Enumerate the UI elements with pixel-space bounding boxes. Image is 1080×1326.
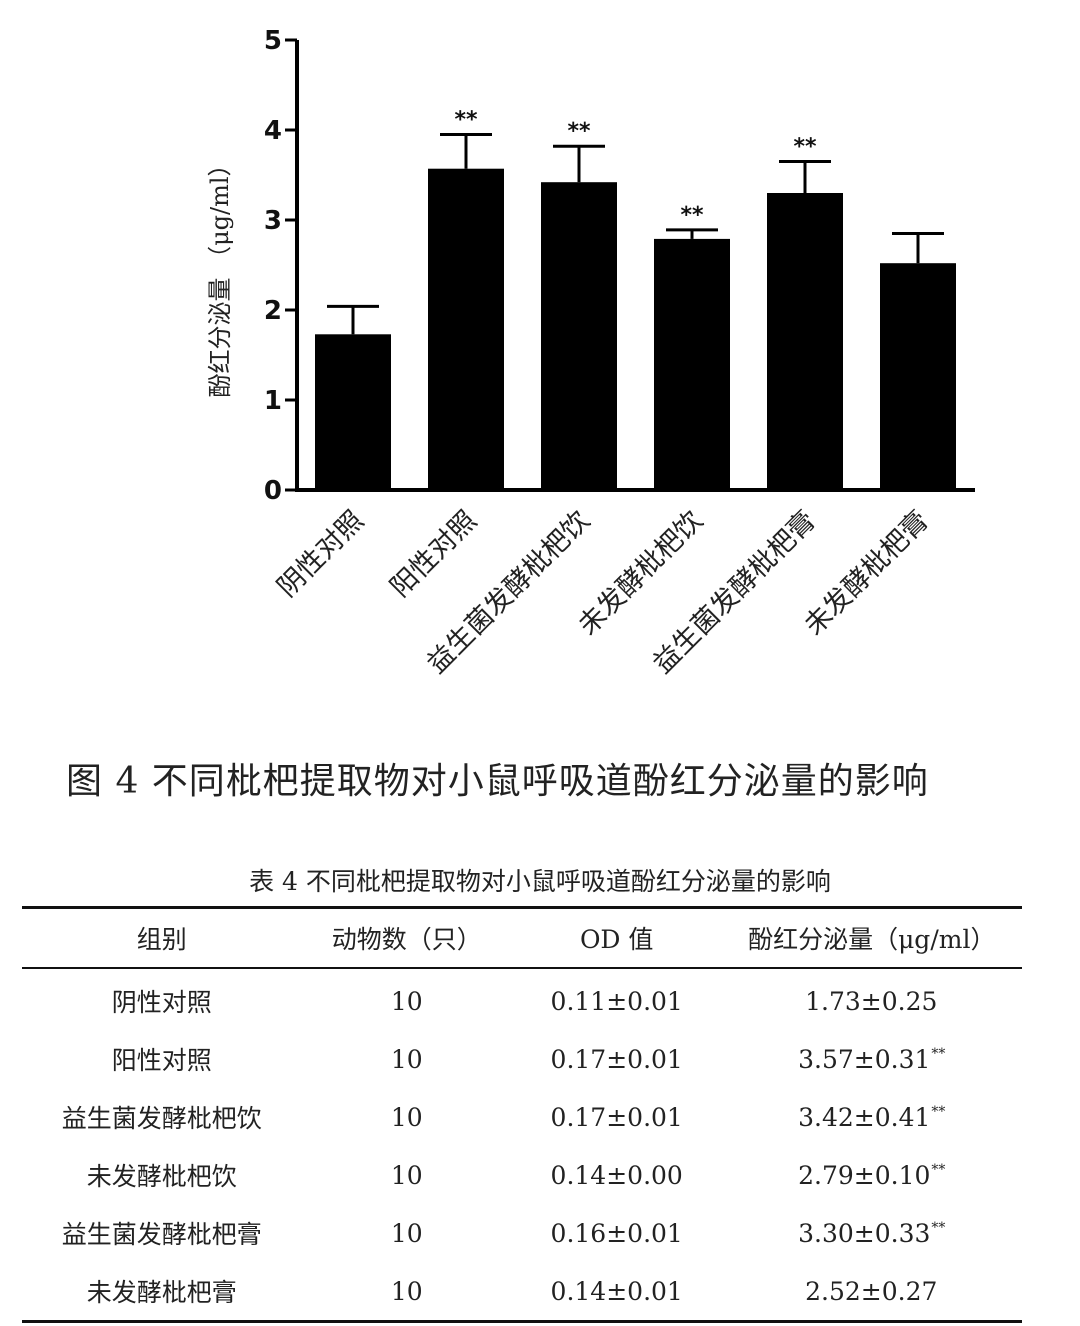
cell-group: 益生菌发酵枇杷饮 xyxy=(22,1088,302,1146)
cell-secretion: 3.30±0.33** xyxy=(722,1204,1022,1262)
cell-group-text: 未发酵枇杷饮 xyxy=(86,1162,237,1191)
cell-secretion-text: 3.30±0.33 xyxy=(798,1218,931,1248)
table-row: 益生菌发酵枇杷膏 10 0.16±0.01 3.30±0.33** xyxy=(22,1204,1022,1262)
y-tick-label: 0 xyxy=(264,476,282,506)
significance-label: ** xyxy=(567,119,591,144)
cell-secretion-text: 2.52±0.27 xyxy=(805,1276,938,1306)
cell-group-text: 阳性对照 xyxy=(111,1046,212,1075)
table-row: 阳性对照 10 0.17±0.01 3.57±0.31** xyxy=(22,1030,1022,1088)
cell-od-text: 0.17±0.01 xyxy=(550,1102,683,1132)
cell-count-text: 10 xyxy=(390,1218,423,1248)
cell-count: 10 xyxy=(302,968,512,1030)
figure-caption: 图 4 不同枇杷提取物对小鼠呼吸道酚红分泌量的影响 xyxy=(66,761,929,802)
cell-count-text: 10 xyxy=(390,1160,423,1190)
cell-secretion-text: 1.73±0.25 xyxy=(805,986,938,1016)
cell-count: 10 xyxy=(302,1262,512,1322)
y-axis-label: 酚红分泌量 （μg/ml） xyxy=(206,152,234,397)
significance-mark: ** xyxy=(931,1220,946,1237)
cell-secretion-text: 3.57±0.31 xyxy=(798,1044,931,1074)
bar xyxy=(654,238,730,490)
significance-mark: ** xyxy=(931,1162,946,1179)
cell-od: 0.14±0.00 xyxy=(512,1146,722,1204)
cell-od: 0.16±0.01 xyxy=(512,1204,722,1262)
cell-secretion-text: 3.42±0.41 xyxy=(798,1102,931,1132)
y-tick-label: 4 xyxy=(264,116,282,146)
significance-mark: ** xyxy=(931,1046,946,1063)
cell-od-text: 0.17±0.01 xyxy=(550,1044,683,1074)
y-tick-label: 2 xyxy=(264,296,282,326)
cell-od: 0.11±0.01 xyxy=(512,968,722,1030)
header-od: OD 值 xyxy=(579,925,654,954)
data-table: 组别 动物数（只） OD 值 酚红分泌量（μg/ml） 阴性对照 10 0.11±0… xyxy=(22,906,1022,1323)
bar xyxy=(428,168,504,490)
cell-group: 未发酵枇杷膏 xyxy=(22,1262,302,1322)
table-row: 未发酵枇杷膏 10 0.14±0.01 2.52±0.27 xyxy=(22,1262,1022,1322)
bar xyxy=(767,193,843,490)
cell-od-text: 0.14±0.00 xyxy=(550,1160,683,1190)
header-group: 组别 xyxy=(136,925,187,954)
cell-secretion: 3.57±0.31** xyxy=(722,1030,1022,1088)
cell-count: 10 xyxy=(302,1204,512,1262)
bar xyxy=(880,263,956,490)
cell-count-text: 10 xyxy=(390,1102,423,1132)
y-tick-label: 1 xyxy=(264,386,282,416)
cell-secretion: 2.79±0.10** xyxy=(722,1146,1022,1204)
cell-group-text: 益生菌发酵枇杷膏 xyxy=(61,1220,262,1249)
cell-secretion: 3.42±0.41** xyxy=(722,1088,1022,1146)
cell-secretion: 1.73±0.25 xyxy=(722,968,1022,1030)
cell-group-text: 阴性对照 xyxy=(111,988,212,1017)
cell-group: 阴性对照 xyxy=(22,968,302,1030)
table-caption: 表 4 不同枇杷提取物对小鼠呼吸道酚红分泌量的影响 xyxy=(249,867,831,896)
table-header-row: 组别 动物数（只） OD 值 酚红分泌量（μg/ml） xyxy=(22,907,1022,968)
cell-count-text: 10 xyxy=(390,1276,423,1306)
table-row: 益生菌发酵枇杷饮 10 0.17±0.01 3.42±0.41** xyxy=(22,1088,1022,1146)
significance-label: ** xyxy=(680,203,704,228)
cell-count-text: 10 xyxy=(390,1044,423,1074)
cell-od: 0.17±0.01 xyxy=(512,1030,722,1088)
cell-od-text: 0.14±0.01 xyxy=(550,1276,683,1306)
y-tick-label: 3 xyxy=(264,206,282,236)
cell-group: 益生菌发酵枇杷膏 xyxy=(22,1204,302,1262)
cell-count-text: 10 xyxy=(390,986,423,1016)
significance-label: ** xyxy=(454,108,478,133)
cell-secretion: 2.52±0.27 xyxy=(722,1262,1022,1322)
chart-bars: ** ** ** ** xyxy=(315,108,956,490)
bar xyxy=(315,334,391,490)
cell-od-text: 0.11±0.01 xyxy=(550,986,683,1016)
table-row: 未发酵枇杷饮 10 0.14±0.00 2.79±0.10** xyxy=(22,1146,1022,1204)
header-secretion: 酚红分泌量（μg/ml） xyxy=(748,925,996,954)
bar xyxy=(541,182,617,490)
x-tick-label: 阳性对照 xyxy=(385,505,483,603)
x-tick-label: 阴性对照 xyxy=(272,505,370,603)
cell-count: 10 xyxy=(302,1088,512,1146)
cell-secretion-text: 2.79±0.10 xyxy=(798,1160,931,1190)
y-tick-label: 5 xyxy=(264,26,282,56)
cell-group: 阳性对照 xyxy=(22,1030,302,1088)
cell-group-text: 未发酵枇杷膏 xyxy=(86,1278,237,1307)
cell-count: 10 xyxy=(302,1030,512,1088)
cell-od: 0.14±0.01 xyxy=(512,1262,722,1322)
cell-od: 0.17±0.01 xyxy=(512,1088,722,1146)
significance-mark: ** xyxy=(931,1104,946,1121)
cell-count: 10 xyxy=(302,1146,512,1204)
cell-group-text: 益生菌发酵枇杷饮 xyxy=(61,1104,262,1133)
cell-group: 未发酵枇杷饮 xyxy=(22,1146,302,1204)
header-count: 动物数（只） xyxy=(331,925,482,954)
significance-label: ** xyxy=(793,135,817,160)
chart-axes: 0 1 2 3 4 5 xyxy=(264,26,975,506)
cell-od-text: 0.16±0.01 xyxy=(550,1218,683,1248)
bar-chart: 0 1 2 3 4 5 ** ** ** ** 阴性对照 阳性对照益生菌发酵枇杷饮未发酵枇杷饮益生… xyxy=(206,26,975,680)
table-row: 阴性对照 10 0.11±0.01 1.73±0.25 xyxy=(22,968,1022,1030)
